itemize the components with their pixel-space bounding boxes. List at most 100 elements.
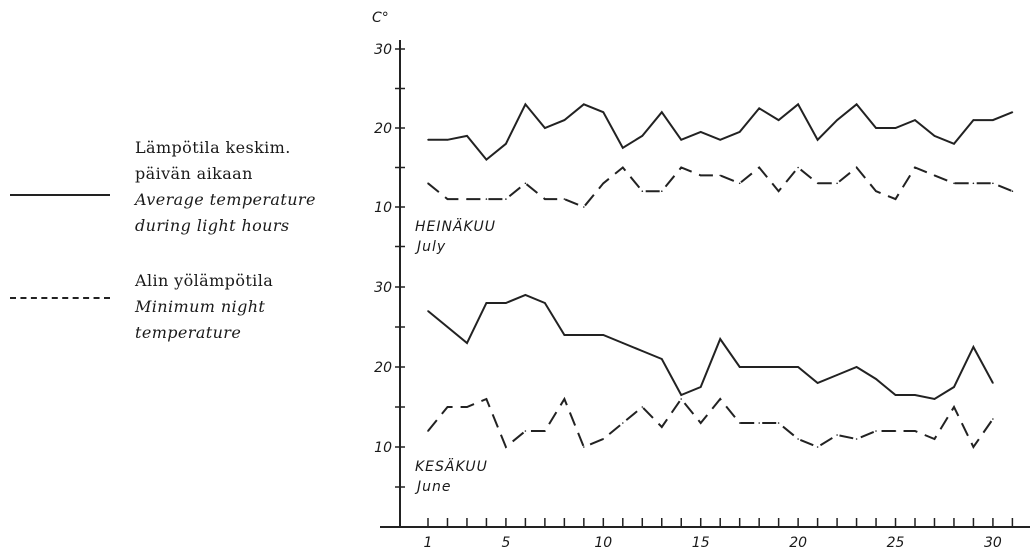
data-point: [738, 182, 741, 185]
data-point: [816, 382, 819, 384]
data-point: [972, 346, 975, 348]
x-tick-label: 25: [887, 535, 905, 551]
data-point: [583, 446, 585, 448]
data-point: [563, 119, 566, 121]
legend-avg-finnish-line1: Lämpötila keskim.: [135, 138, 291, 157]
data-point: [933, 135, 936, 137]
data-point: [544, 302, 546, 304]
data-point: [699, 386, 702, 388]
x-tick-label: 10: [594, 535, 612, 551]
data-point: [992, 382, 994, 384]
legend-avg-finnish-line2: päivän aikaan: [135, 164, 253, 183]
data-point: [485, 158, 488, 161]
month-label-english: July: [414, 239, 446, 255]
data-point: [524, 430, 527, 432]
data-point: [680, 394, 682, 396]
data-point: [544, 127, 546, 129]
data-point: [602, 182, 605, 185]
data-point: [992, 182, 994, 185]
data-point: [602, 438, 605, 440]
data-point: [505, 143, 507, 145]
data-point: [661, 190, 663, 192]
data-point: [446, 406, 449, 408]
legend-min-english-line2: temperature: [135, 323, 242, 342]
data-point: [894, 430, 897, 432]
chart-panels: 10 20 30 HEINÄKUU July 10 20 30 KESÄKUU June: [374, 42, 1014, 495]
data-point: [953, 386, 955, 388]
month-label-english: June: [414, 479, 452, 495]
data-point: [622, 422, 624, 424]
data-point: [797, 438, 799, 440]
data-point: [466, 406, 468, 408]
series-line-solid: [427, 293, 994, 401]
data-point: [894, 198, 897, 200]
series-line-dashed: [427, 166, 1013, 209]
data-point: [622, 166, 624, 169]
data-point: [466, 198, 468, 200]
data-point: [972, 119, 975, 121]
data-point: [738, 366, 741, 368]
x-tick-label: 30: [984, 535, 1002, 551]
data-point: [427, 139, 429, 141]
data-point: [758, 107, 760, 110]
legend-dashed-line-swatch: [10, 297, 110, 299]
data-point: [485, 198, 488, 200]
series-line-dashed: [427, 396, 994, 449]
data-point: [427, 182, 429, 185]
y-axis-unit-label: C°: [372, 10, 389, 26]
data-point: [466, 135, 468, 137]
data-point: [1011, 111, 1014, 113]
data-point: [875, 127, 877, 129]
x-tick-label: 15: [692, 535, 710, 551]
data-point: [524, 294, 527, 296]
x-tick-label: 1: [424, 535, 433, 551]
data-point: [602, 334, 605, 336]
data-point: [641, 350, 644, 352]
data-point: [563, 198, 566, 200]
data-point: [933, 398, 936, 400]
data-point: [446, 326, 449, 328]
legend: Lämpötila keskim. päivän aikaan Average …: [0, 0, 340, 553]
data-point: [524, 182, 527, 185]
data-point: [622, 342, 624, 344]
panel-july: 10 20 30 HEINÄKUU July: [374, 42, 1014, 255]
data-point: [855, 438, 858, 440]
panel-june: 10 20 30 KESÄKUU June: [374, 280, 994, 495]
legend-avg-english-line1: Average temperature: [135, 190, 316, 209]
data-point: [953, 406, 955, 408]
data-point: [816, 446, 819, 448]
data-point: [661, 426, 663, 428]
data-point: [855, 103, 858, 106]
data-point: [777, 190, 780, 192]
data-point: [777, 422, 780, 424]
data-point: [661, 111, 663, 113]
chart-axes: C°1 5 10 15 20 25 30: [372, 10, 1030, 551]
data-point: [894, 127, 897, 129]
y-tick-label: 30: [374, 42, 392, 58]
data-point: [836, 182, 838, 185]
data-point: [836, 119, 838, 121]
data-point: [427, 430, 429, 432]
y-tick-label: 10: [374, 440, 392, 456]
data-point: [446, 198, 449, 200]
legend-avg-english-line2: during light hours: [135, 216, 290, 235]
y-tick-label: 30: [374, 280, 392, 296]
data-point: [953, 182, 955, 185]
data-point: [836, 374, 838, 376]
data-point: [544, 198, 546, 200]
data-point: [738, 131, 741, 133]
data-point: [524, 103, 527, 106]
data-point: [758, 366, 760, 368]
data-point: [563, 398, 566, 400]
data-point: [758, 166, 760, 169]
y-tick-label: 10: [374, 200, 392, 216]
data-point: [485, 398, 488, 400]
data-point: [719, 174, 721, 177]
series-line-solid: [428, 102, 1013, 162]
data-point: [641, 406, 644, 408]
legend-average-temperature: Lämpötila keskim. päivän aikaan Average …: [135, 135, 316, 239]
data-point: [641, 190, 644, 192]
data-point: [933, 174, 936, 177]
data-point: [622, 147, 624, 149]
data-point: [680, 166, 682, 169]
